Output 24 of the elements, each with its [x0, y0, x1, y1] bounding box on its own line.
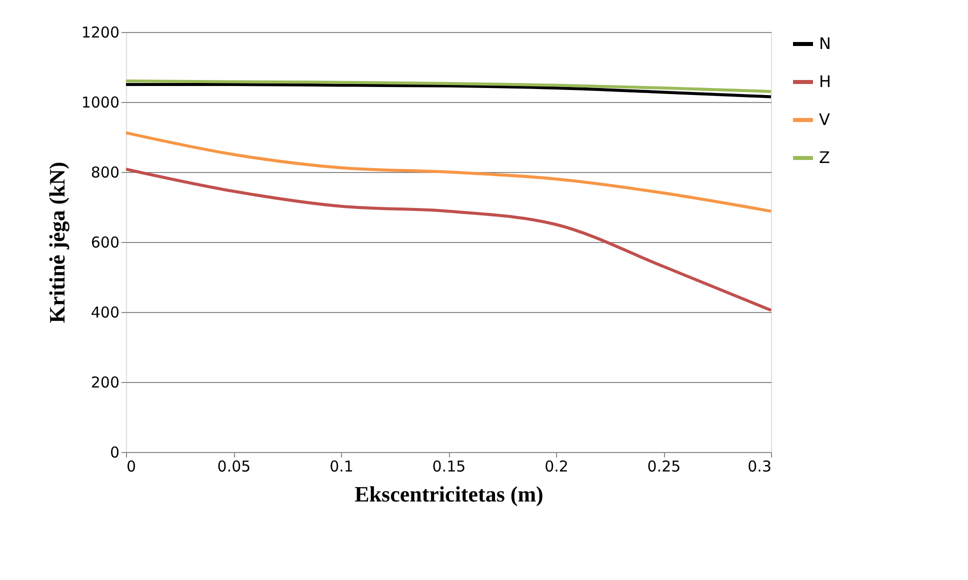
y-axis-title: Kritinė jėga (kN) — [44, 162, 70, 324]
legend-label: V — [819, 110, 830, 129]
y-tick-label: 800 — [90, 164, 120, 182]
legend-label: Z — [819, 148, 830, 167]
y-tick-label: 200 — [90, 374, 120, 392]
x-axis-title: Ekscentricitetas (m) — [354, 482, 544, 506]
line-series — [124, 80, 772, 93]
x-tick-label: 0.05 — [217, 458, 251, 476]
x-tick-label: 0.1 — [330, 458, 354, 476]
x-tick-label: 0.2 — [544, 458, 568, 476]
y-tick-label: 400 — [90, 304, 120, 322]
y-tick-label: 0 — [110, 444, 120, 462]
y-tick-label: 600 — [90, 234, 120, 252]
legend-label: H — [819, 72, 832, 91]
line-series — [124, 83, 772, 98]
x-tick-label: 0 — [126, 458, 136, 476]
line-series — [124, 168, 772, 312]
legend-label: N — [819, 34, 831, 53]
x-tick-label: 0.25 — [647, 458, 681, 476]
line-series — [124, 131, 772, 213]
y-tick-label: 1000 — [81, 94, 120, 112]
x-tick-label: 0.15 — [432, 458, 466, 476]
x-tick-label: 0.3 — [748, 458, 772, 476]
y-tick-label: 1200 — [81, 24, 120, 42]
